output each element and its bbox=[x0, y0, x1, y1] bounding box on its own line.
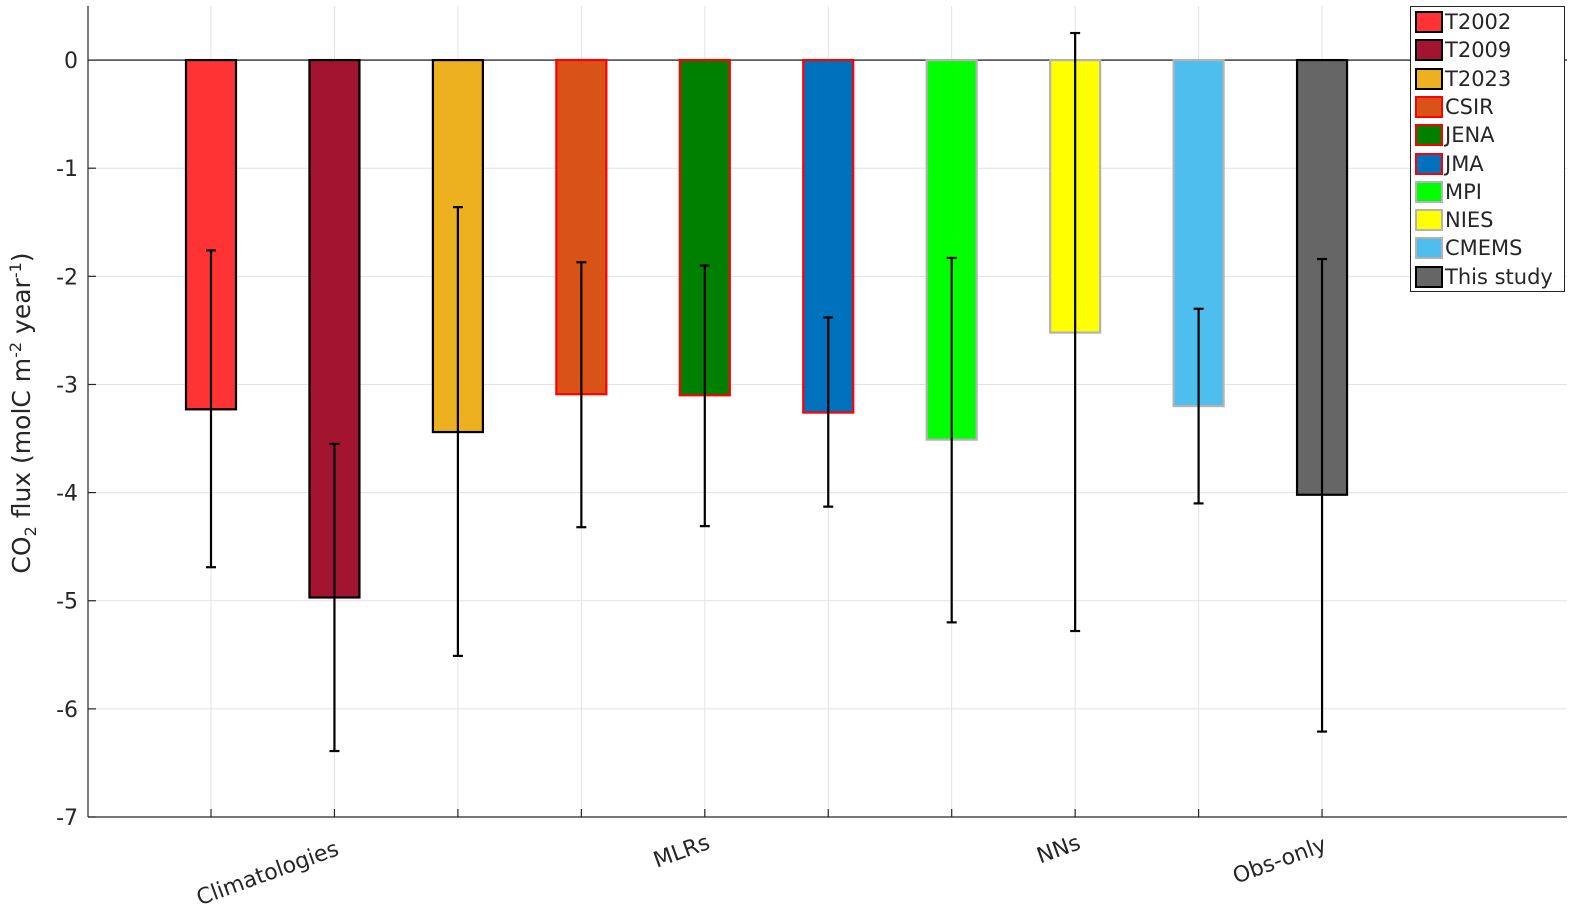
legend-swatch bbox=[1415, 265, 1443, 288]
y-tick-label: -1 bbox=[56, 157, 78, 182]
error-bar-this-study bbox=[1317, 257, 1328, 733]
y-label-mid2: year bbox=[7, 278, 37, 342]
legend-item-nies: NIES bbox=[1415, 207, 1494, 233]
legend-item-cmems: CMEMS bbox=[1415, 235, 1523, 261]
x-group-label-nns: NNs bbox=[1034, 831, 1084, 870]
y-label-sub: 2 bbox=[21, 526, 41, 537]
bars bbox=[184, 58, 1349, 599]
x-group-label-climatologies: Climatologies bbox=[193, 837, 342, 912]
error-bar-t2009 bbox=[329, 442, 340, 753]
legend-item-t2023: T2023 bbox=[1415, 66, 1511, 92]
error-bar-cmems bbox=[1193, 307, 1204, 505]
y-tick-label: -2 bbox=[56, 265, 78, 290]
legend-label: T2009 bbox=[1445, 38, 1512, 63]
y-tick-label: -6 bbox=[56, 698, 78, 723]
y-tick-label: 0 bbox=[64, 49, 78, 74]
legend-label: MPI bbox=[1445, 179, 1482, 204]
legend-label: T2002 bbox=[1445, 10, 1512, 34]
legend-label: CSIR bbox=[1445, 94, 1494, 119]
error-bar-csir bbox=[576, 261, 587, 529]
error-bar-t2023 bbox=[452, 206, 463, 657]
y-label-sup1: -2 bbox=[5, 341, 25, 358]
y-label-sup2: -1 bbox=[5, 262, 25, 279]
legend-label: This study bbox=[1445, 264, 1553, 289]
legend-swatch bbox=[1415, 39, 1443, 62]
legend-label: NIES bbox=[1445, 208, 1494, 233]
axes bbox=[87, 6, 1567, 818]
legend-item-this-study: This study bbox=[1415, 264, 1553, 290]
y-label-mid: flux (molC m bbox=[7, 357, 37, 527]
legend-label: JENA bbox=[1445, 123, 1495, 148]
legend-swatch bbox=[1415, 67, 1443, 90]
y-tick-label: -3 bbox=[56, 373, 78, 398]
legend-label: T2023 bbox=[1445, 66, 1512, 91]
error-bar-nies bbox=[1070, 31, 1081, 633]
legend-swatch bbox=[1415, 152, 1443, 175]
error-bar-mpi bbox=[946, 256, 957, 624]
legend-label: CMEMS bbox=[1445, 236, 1523, 261]
legend-item-t2002: T2002 bbox=[1415, 9, 1511, 35]
legend-item-csir: CSIR bbox=[1415, 94, 1494, 120]
error-bar-jena bbox=[699, 264, 710, 528]
y-label-prefix: CO bbox=[7, 536, 37, 574]
y-tick-labels: 0 -1 -2 -3 -4 -5 -6 -7 bbox=[56, 49, 78, 831]
x-group-label-obs-only: Obs-only bbox=[1230, 832, 1330, 889]
y-tick-label: -5 bbox=[56, 590, 78, 615]
legend-item-jena: JENA bbox=[1415, 122, 1495, 148]
legend-swatch bbox=[1415, 11, 1443, 33]
legend-label: JMA bbox=[1445, 151, 1484, 176]
y-axis-label: CO2 flux (molC m-2 year-1) bbox=[6, 252, 40, 573]
legend-item-jma: JMA bbox=[1415, 151, 1484, 177]
y-label-suffix: ) bbox=[7, 252, 37, 263]
legend-swatch bbox=[1415, 237, 1443, 260]
legend-item-t2009: T2009 bbox=[1415, 37, 1511, 63]
y-tick-label: -4 bbox=[56, 482, 78, 507]
legend-swatch bbox=[1415, 180, 1443, 203]
legend-swatch bbox=[1415, 95, 1443, 118]
legend-item-mpi: MPI bbox=[1415, 179, 1482, 205]
error-bar-t2002 bbox=[206, 249, 216, 569]
error-bar-jma bbox=[823, 316, 834, 508]
error-bars bbox=[206, 31, 1328, 753]
y-tick-label: -7 bbox=[56, 806, 78, 831]
legend-swatch bbox=[1415, 124, 1443, 147]
x-group-labels: Climatologies MLRs NNs Obs-only bbox=[193, 830, 1330, 911]
legend-swatch bbox=[1415, 209, 1443, 232]
legend: T2002 T2009 T2023 CSIR JENA JMA MPI NIES CMEMS Th… bbox=[1410, 6, 1565, 292]
x-group-label-mlrs: MLRs bbox=[650, 830, 713, 873]
